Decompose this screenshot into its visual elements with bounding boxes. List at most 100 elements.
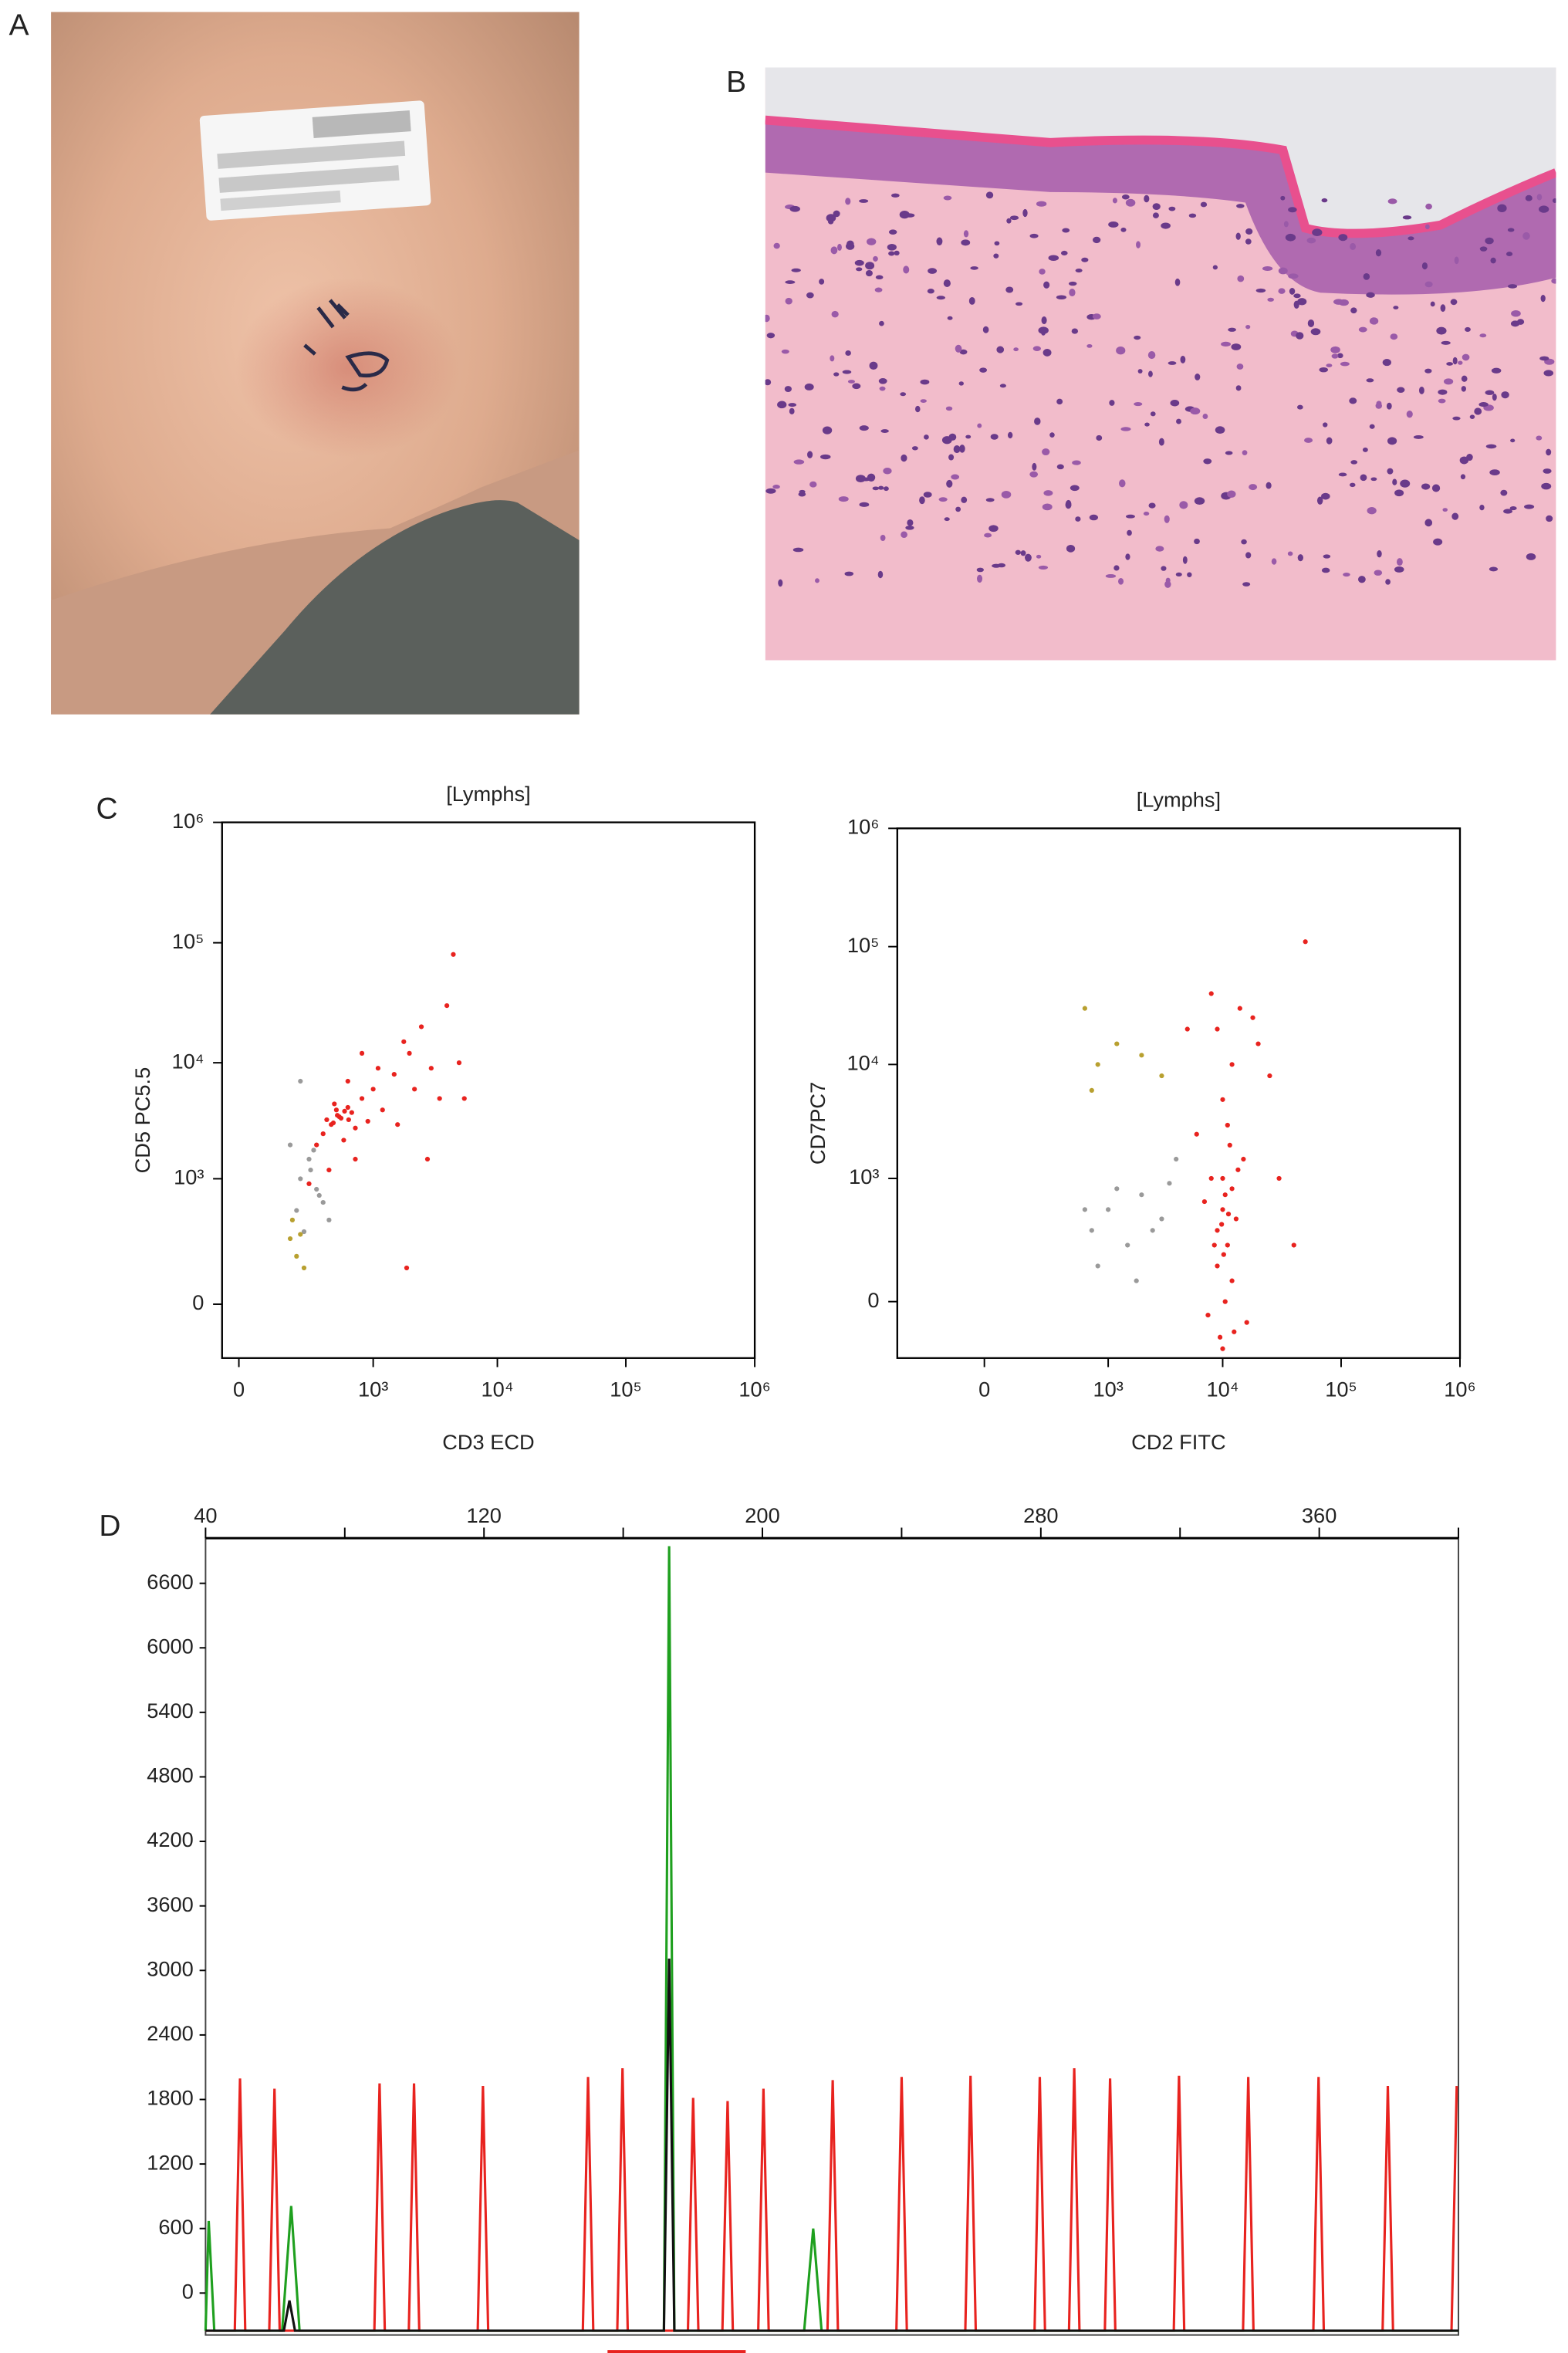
- nucleus: [945, 406, 953, 411]
- nucleus: [1164, 515, 1170, 523]
- nucleus: [1350, 460, 1358, 465]
- nucleus: [1469, 414, 1475, 419]
- point: [1222, 1192, 1228, 1198]
- nucleus: [1443, 378, 1454, 385]
- nucleus: [1312, 228, 1323, 237]
- y-tick-label: 0: [182, 2279, 194, 2303]
- nucleus: [1543, 468, 1552, 474]
- nucleus: [854, 259, 864, 266]
- nucleus: [1349, 482, 1356, 488]
- panel-label: C: [96, 792, 117, 825]
- nucleus: [1105, 573, 1117, 578]
- point: [451, 952, 456, 957]
- nucleus: [1180, 355, 1186, 363]
- nucleus: [772, 485, 780, 489]
- nucleus: [1070, 485, 1080, 492]
- nucleus: [1400, 479, 1411, 488]
- point: [1159, 1216, 1164, 1222]
- y-tick-label: 1800: [147, 2086, 194, 2110]
- nucleus: [1158, 438, 1164, 446]
- plot-frame: [204, 1537, 1460, 2336]
- nucleus: [1283, 221, 1289, 228]
- point: [1237, 1006, 1242, 1011]
- point: [359, 1096, 365, 1101]
- nucleus: [1385, 579, 1391, 585]
- nucleus: [888, 229, 897, 235]
- nucleus: [1374, 570, 1383, 576]
- nucleus: [948, 454, 955, 461]
- nucleus: [1387, 437, 1397, 445]
- x-axis-label: CD2 FITC: [1131, 1430, 1225, 1454]
- point: [1095, 1062, 1100, 1067]
- nucleus: [1536, 194, 1543, 201]
- nucleus: [1343, 572, 1350, 577]
- y-tick-label: 10⁵: [172, 929, 204, 953]
- nucleus: [1152, 203, 1161, 211]
- y-tick-label: 4800: [147, 1763, 194, 1787]
- nucleus: [1330, 346, 1340, 353]
- nucleus: [1071, 328, 1079, 334]
- nucleus: [1297, 404, 1303, 410]
- point: [1220, 1097, 1225, 1102]
- nucleus: [865, 269, 873, 277]
- nucleus: [1042, 503, 1053, 511]
- nucleus: [1524, 504, 1535, 509]
- x-tick-label: 280: [1023, 1503, 1058, 1527]
- trace: [204, 1546, 1459, 2332]
- nucleus: [1212, 265, 1218, 270]
- nucleus: [1221, 341, 1232, 347]
- point: [444, 1002, 450, 1009]
- point: [298, 1232, 303, 1237]
- nucleus: [785, 280, 796, 284]
- nucleus: [1479, 246, 1488, 252]
- point: [424, 1156, 431, 1162]
- nucleus: [1062, 228, 1070, 233]
- nucleus: [819, 279, 825, 285]
- nucleus: [1509, 505, 1517, 511]
- nucleus: [1194, 538, 1200, 545]
- nucleus: [1501, 391, 1509, 399]
- y-tick-label: 3000: [147, 1956, 194, 1980]
- point: [333, 1107, 340, 1113]
- nucleus: [856, 267, 863, 272]
- nucleus: [1319, 367, 1329, 373]
- nucleus: [1321, 198, 1328, 203]
- nucleus: [1237, 275, 1245, 282]
- x-tick-label: 10⁴: [482, 1378, 514, 1401]
- nucleus: [1038, 565, 1049, 570]
- nucleus: [1126, 514, 1135, 519]
- point: [375, 1066, 381, 1071]
- point: [326, 1217, 332, 1222]
- nucleus: [1478, 402, 1489, 407]
- point: [353, 1125, 358, 1131]
- nucleus: [1056, 295, 1067, 300]
- nucleus: [982, 326, 989, 333]
- point: [314, 1142, 319, 1148]
- point: [1082, 1006, 1087, 1011]
- y-tick-label: 0: [867, 1288, 879, 1312]
- nucleus: [970, 266, 978, 270]
- nucleus: [837, 243, 842, 251]
- nucleus: [961, 239, 971, 246]
- nucleus: [1108, 221, 1119, 228]
- nucleus: [804, 383, 814, 390]
- nucleus: [992, 563, 1001, 568]
- nucleus: [1497, 204, 1507, 213]
- nucleus: [1147, 370, 1153, 377]
- point: [461, 1096, 467, 1101]
- nucleus: [859, 502, 870, 507]
- point: [1089, 1087, 1094, 1094]
- nucleus: [1116, 347, 1126, 355]
- nucleus: [765, 379, 772, 386]
- nucleus: [847, 380, 855, 384]
- nucleus: [1350, 307, 1357, 314]
- point: [370, 1087, 376, 1092]
- nucleus: [1297, 298, 1307, 306]
- nucleus: [874, 287, 883, 292]
- nucleus: [855, 475, 866, 482]
- nucleus: [1203, 458, 1212, 465]
- point: [1217, 1334, 1223, 1340]
- nucleus: [984, 532, 992, 538]
- nucleus: [1323, 554, 1331, 559]
- nucleus: [1164, 580, 1171, 588]
